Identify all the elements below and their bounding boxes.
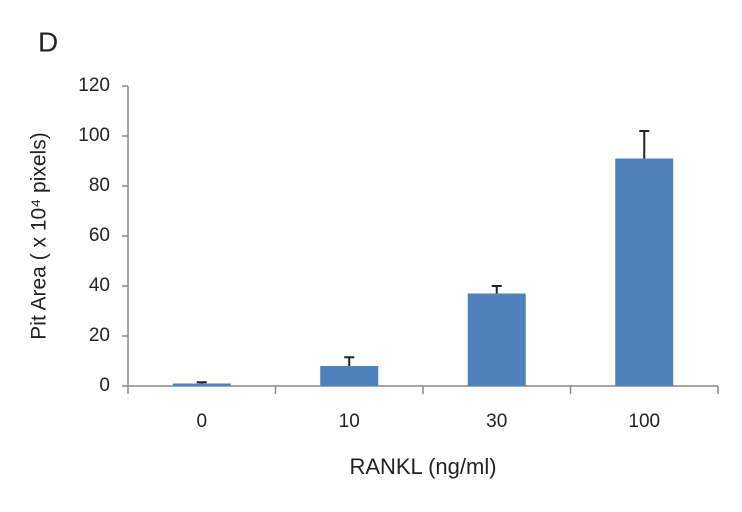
- y-tick-label: 60: [89, 225, 110, 246]
- error-bar: [196, 381, 207, 384]
- y-tick-label: 20: [89, 325, 110, 346]
- y-tick-label: 40: [89, 275, 110, 296]
- bar: [615, 158, 674, 386]
- bar: [172, 383, 231, 386]
- y-tick-label: 80: [89, 175, 110, 196]
- y-tick-label: 0: [99, 375, 110, 396]
- y-axis-label: Pit Area ( x 10⁴ pixels): [28, 132, 51, 339]
- error-bar: [344, 356, 355, 366]
- bar: [467, 293, 526, 386]
- y-tick-label: 120: [78, 75, 110, 96]
- y-tick-label: 100: [78, 125, 110, 146]
- x-tick-label: 10: [339, 411, 360, 432]
- error-bar: [491, 285, 502, 294]
- x-tick-label: 0: [196, 411, 207, 432]
- x-tick-label: 100: [628, 411, 660, 432]
- error-bar: [639, 130, 650, 159]
- panel-label: D: [38, 26, 58, 57]
- x-tick-label: 30: [486, 411, 507, 432]
- x-axis-label: RANKL (ng/ml): [349, 454, 496, 479]
- bar: [320, 366, 379, 386]
